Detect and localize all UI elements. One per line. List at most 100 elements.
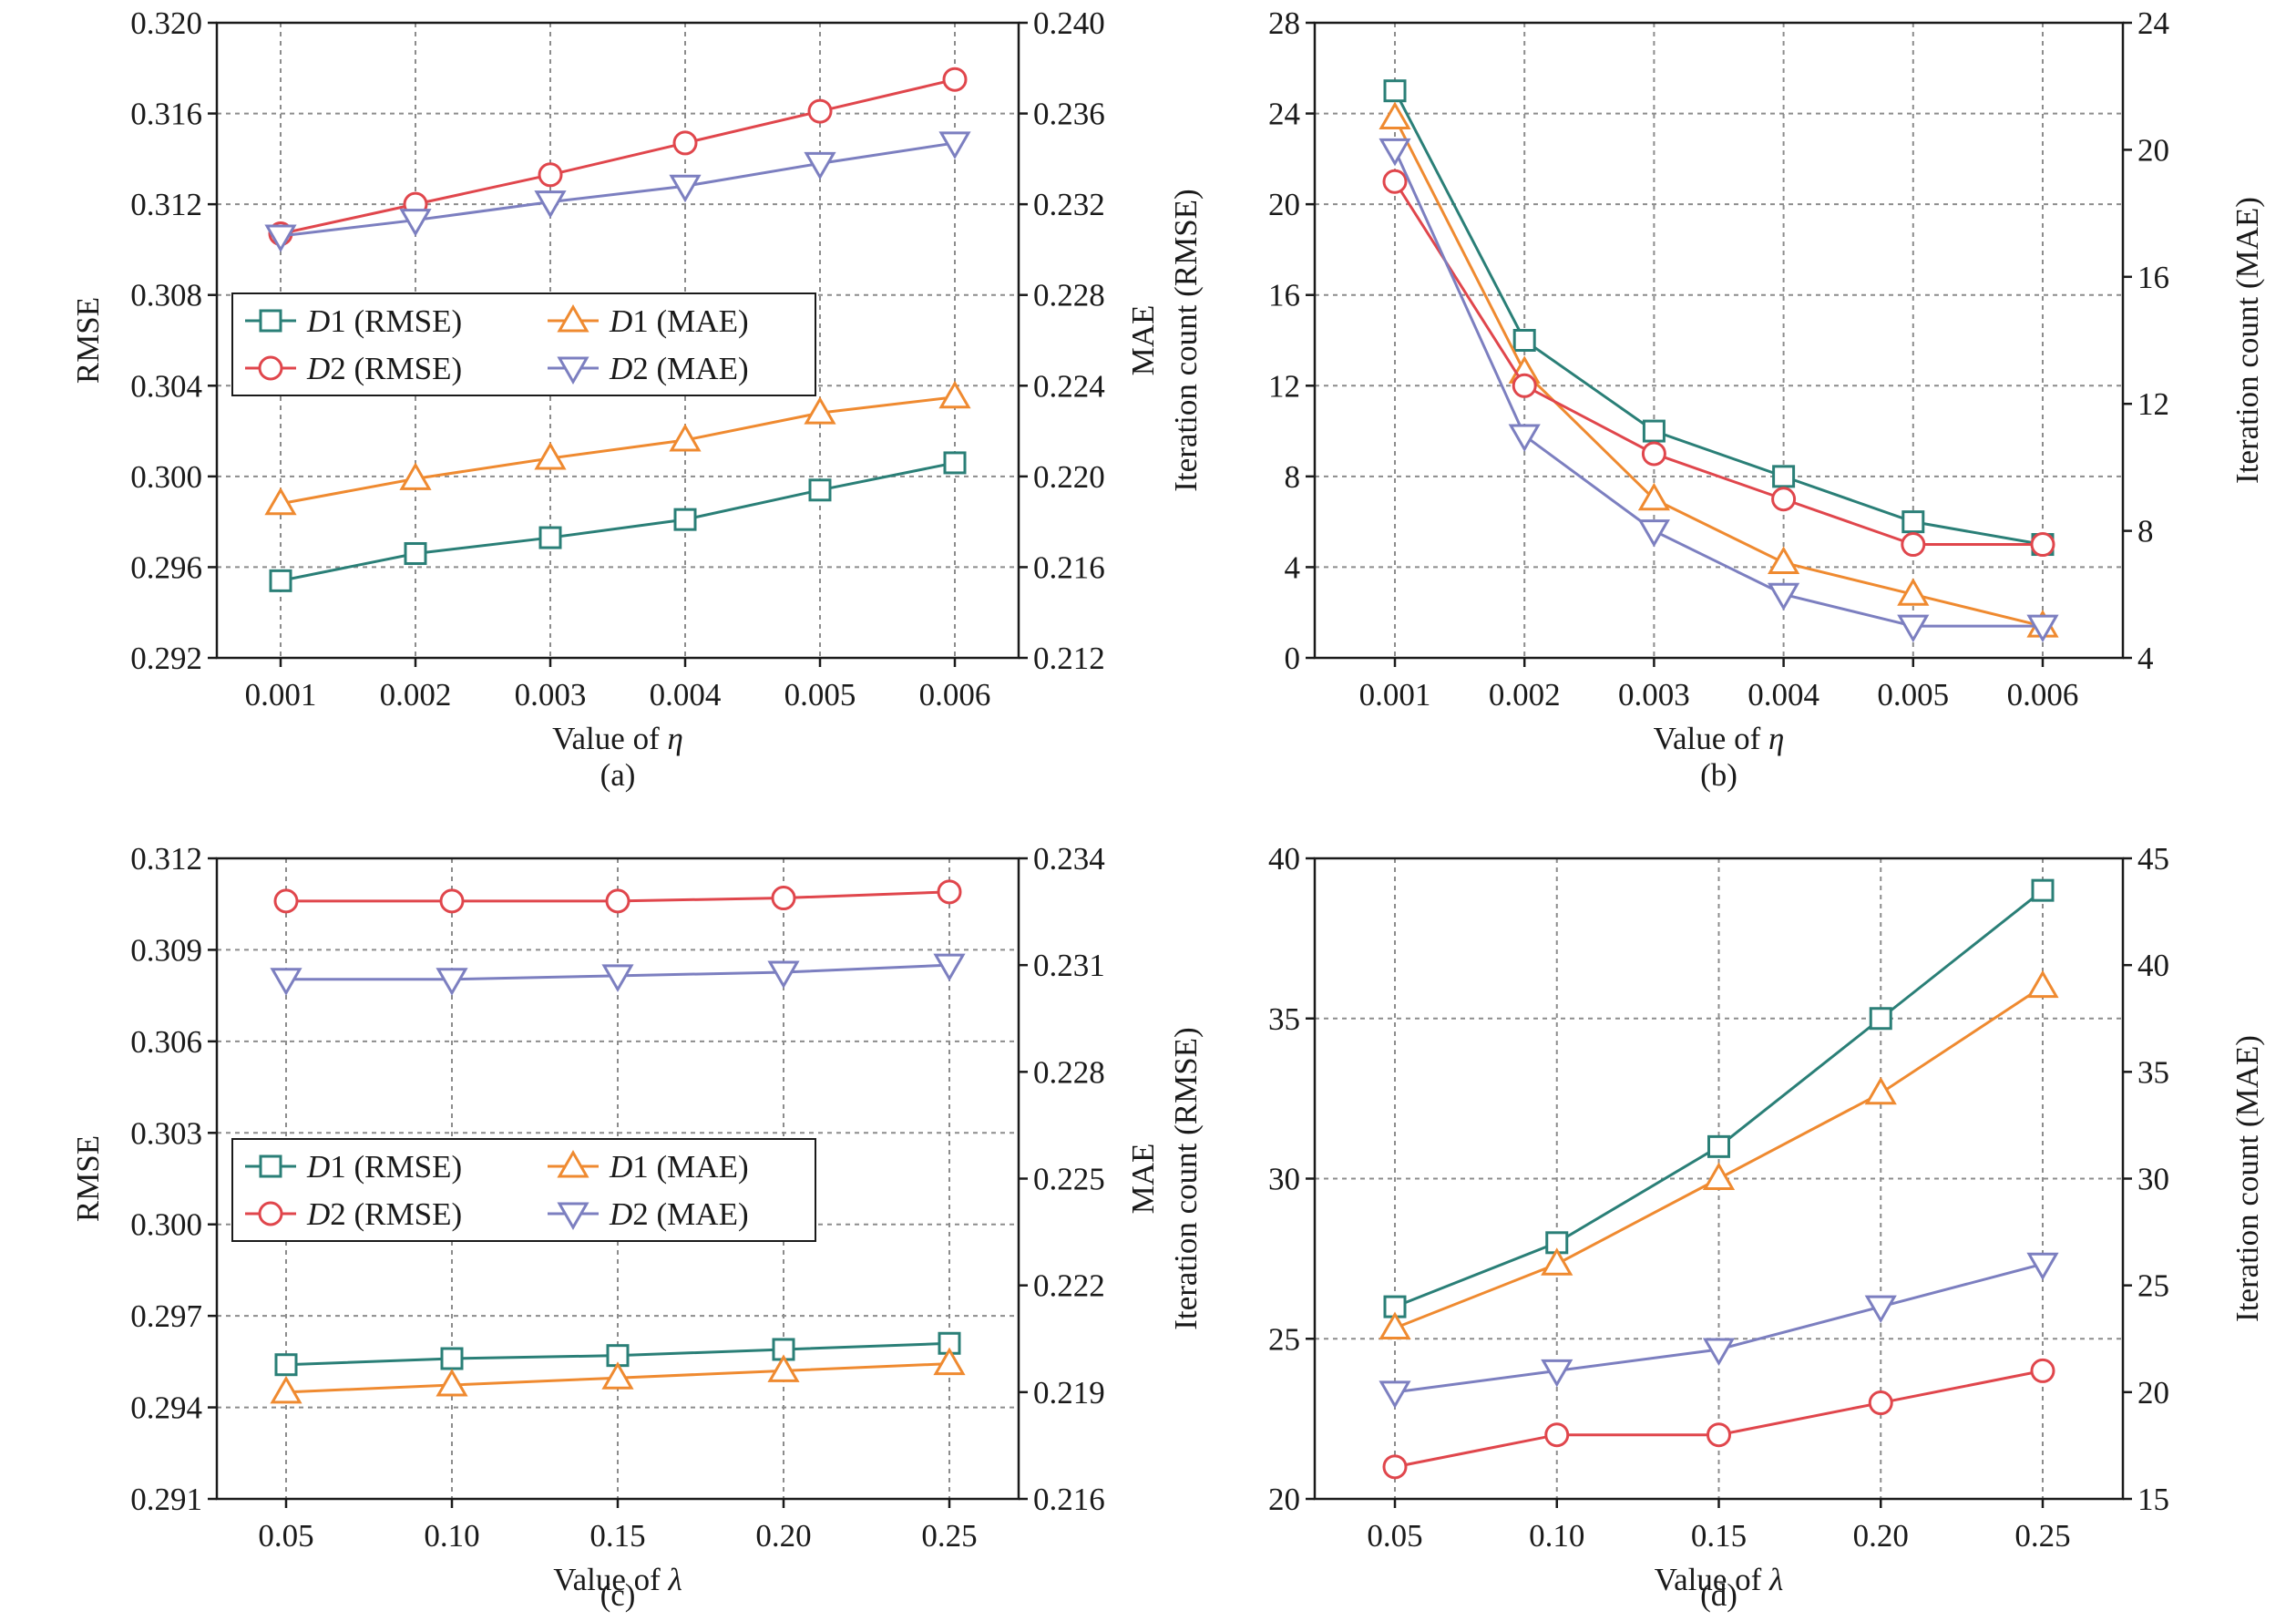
x-axis-label: Value of η — [1654, 721, 1785, 756]
legend: D1 (RMSE) D1 (MAE) D2 (RMSE) D2 (MAE) — [231, 292, 816, 396]
y-tick-label: 0.316 — [130, 97, 202, 132]
x-tick-label: 0.002 — [1489, 677, 1561, 713]
y-right-tick-label: 0.236 — [1033, 97, 1105, 132]
y-right-tick-label: 35 — [2137, 1054, 2169, 1090]
y-right-tick-label: 24 — [2137, 5, 2169, 41]
x-tick-label: 0.001 — [245, 677, 317, 713]
y-tick-label: 30 — [1268, 1162, 1300, 1197]
data-point — [440, 1347, 464, 1370]
data-point — [436, 968, 468, 996]
x-tick-label: 0.05 — [258, 1518, 313, 1554]
data-point — [669, 424, 702, 452]
series-d2-mae — [270, 953, 966, 996]
data-point — [1897, 614, 1930, 643]
legend-label: D2 (MAE) — [609, 351, 749, 386]
y-right-tick-label: 0.228 — [1033, 1054, 1105, 1090]
y-axis-label: RMSE — [70, 1135, 106, 1222]
data-point — [1541, 1247, 1573, 1276]
y-right-tick-label: 30 — [2137, 1162, 2169, 1197]
legend-item: D2 (RMSE) — [245, 351, 462, 386]
legend-marker — [258, 1201, 283, 1226]
data-point — [1768, 546, 1800, 574]
data-point — [439, 888, 465, 914]
data-point — [1641, 441, 1666, 467]
series-d2-mae — [264, 131, 971, 252]
x-tick-label: 0.20 — [755, 1518, 811, 1554]
series-line — [1393, 89, 2044, 547]
y-right-axis-label: MAE — [1125, 305, 1161, 376]
data-point — [942, 67, 968, 92]
y-right-tick-label: 20 — [2137, 132, 2169, 168]
x-tick-label: 0.10 — [424, 1518, 479, 1554]
legend: D1 (RMSE) D1 (MAE) D2 (RMSE) D2 (MAE) — [231, 1138, 816, 1242]
y-tick-label: 25 — [1268, 1321, 1300, 1357]
series-d2-rmse — [273, 879, 962, 914]
x-axis-label: Value of η — [552, 721, 683, 756]
y-right-tick-label: 25 — [2137, 1268, 2169, 1304]
x-tick-label: 0.006 — [919, 677, 991, 713]
data-point — [938, 380, 971, 409]
y-right-tick-label: 0.220 — [1033, 459, 1105, 495]
y-tick-label: 20 — [1268, 1482, 1300, 1517]
plot-frame — [1313, 21, 2125, 660]
data-point — [2026, 970, 2059, 999]
x-tick-label: 0.003 — [515, 677, 587, 713]
data-point — [1901, 510, 1925, 534]
legend-label: D2 (RMSE) — [306, 351, 462, 386]
data-point — [1379, 101, 1411, 130]
series-d2-rmse — [1382, 169, 2055, 558]
series-d1-mae — [1379, 101, 2059, 638]
y-tick-label: 0.291 — [130, 1482, 202, 1517]
series-d1-mae — [270, 1347, 966, 1404]
y-right-tick-label: 20 — [2137, 1375, 2169, 1411]
data-point — [1702, 1338, 1736, 1366]
data-point — [1901, 532, 1926, 558]
data-point — [601, 1361, 634, 1390]
legend-item: D1 (MAE) — [548, 303, 749, 339]
data-point — [938, 131, 971, 159]
legend-label: D1 (MAE) — [609, 1149, 749, 1185]
series-group — [270, 879, 966, 1404]
y-tick-label: 0.308 — [130, 278, 202, 313]
panel-label: (c) — [600, 1577, 636, 1613]
data-point — [270, 968, 302, 996]
y-tick-label: 0.312 — [130, 841, 202, 877]
data-point — [274, 1353, 298, 1377]
data-point — [605, 888, 630, 914]
series-d2-mae — [1379, 1252, 2059, 1409]
data-point — [2030, 532, 2055, 558]
x-tick-label: 0.05 — [1367, 1518, 1422, 1554]
data-point — [269, 569, 292, 592]
y-right-tick-label: 0.231 — [1033, 948, 1105, 983]
series-line — [280, 77, 956, 235]
y-tick-label: 0.292 — [130, 641, 202, 676]
data-point — [1544, 1422, 1570, 1448]
data-point — [669, 174, 702, 203]
y-tick-label: 0.306 — [130, 1024, 202, 1060]
data-point — [1868, 1390, 1893, 1416]
x-tick-label: 0.004 — [650, 677, 722, 713]
legend-marker — [557, 356, 589, 385]
data-point — [2030, 1358, 2055, 1383]
y-right-tick-label: 0.224 — [1033, 368, 1105, 404]
data-point — [933, 1347, 966, 1376]
y-right-tick-label: 0.216 — [1033, 549, 1105, 585]
data-point — [436, 1369, 468, 1397]
y-axis-label: RMSE — [70, 297, 106, 384]
legend-label: D2 (RMSE) — [306, 1196, 462, 1232]
x-tick-label: 0.15 — [589, 1518, 645, 1554]
x-tick-label: 0.10 — [1529, 1518, 1584, 1554]
y-tick-label: 0.309 — [130, 932, 202, 968]
y-tick-label: 40 — [1268, 841, 1300, 877]
data-point — [804, 151, 836, 180]
panel-c: 0.291 0.294 0.297 0.300 0.303 0.306 0.309 0.312… — [70, 841, 1161, 1613]
series-line — [1393, 117, 2044, 628]
x-tick-label: 0.25 — [921, 1518, 977, 1554]
data-point — [1382, 169, 1408, 194]
data-point — [399, 209, 432, 237]
x-tick-label: 0.25 — [2014, 1518, 2070, 1554]
y-tick-label: 16 — [1268, 278, 1300, 313]
series-line — [280, 461, 956, 582]
data-point — [1707, 1422, 1731, 1448]
y-tick-label: 35 — [1268, 1001, 1300, 1037]
